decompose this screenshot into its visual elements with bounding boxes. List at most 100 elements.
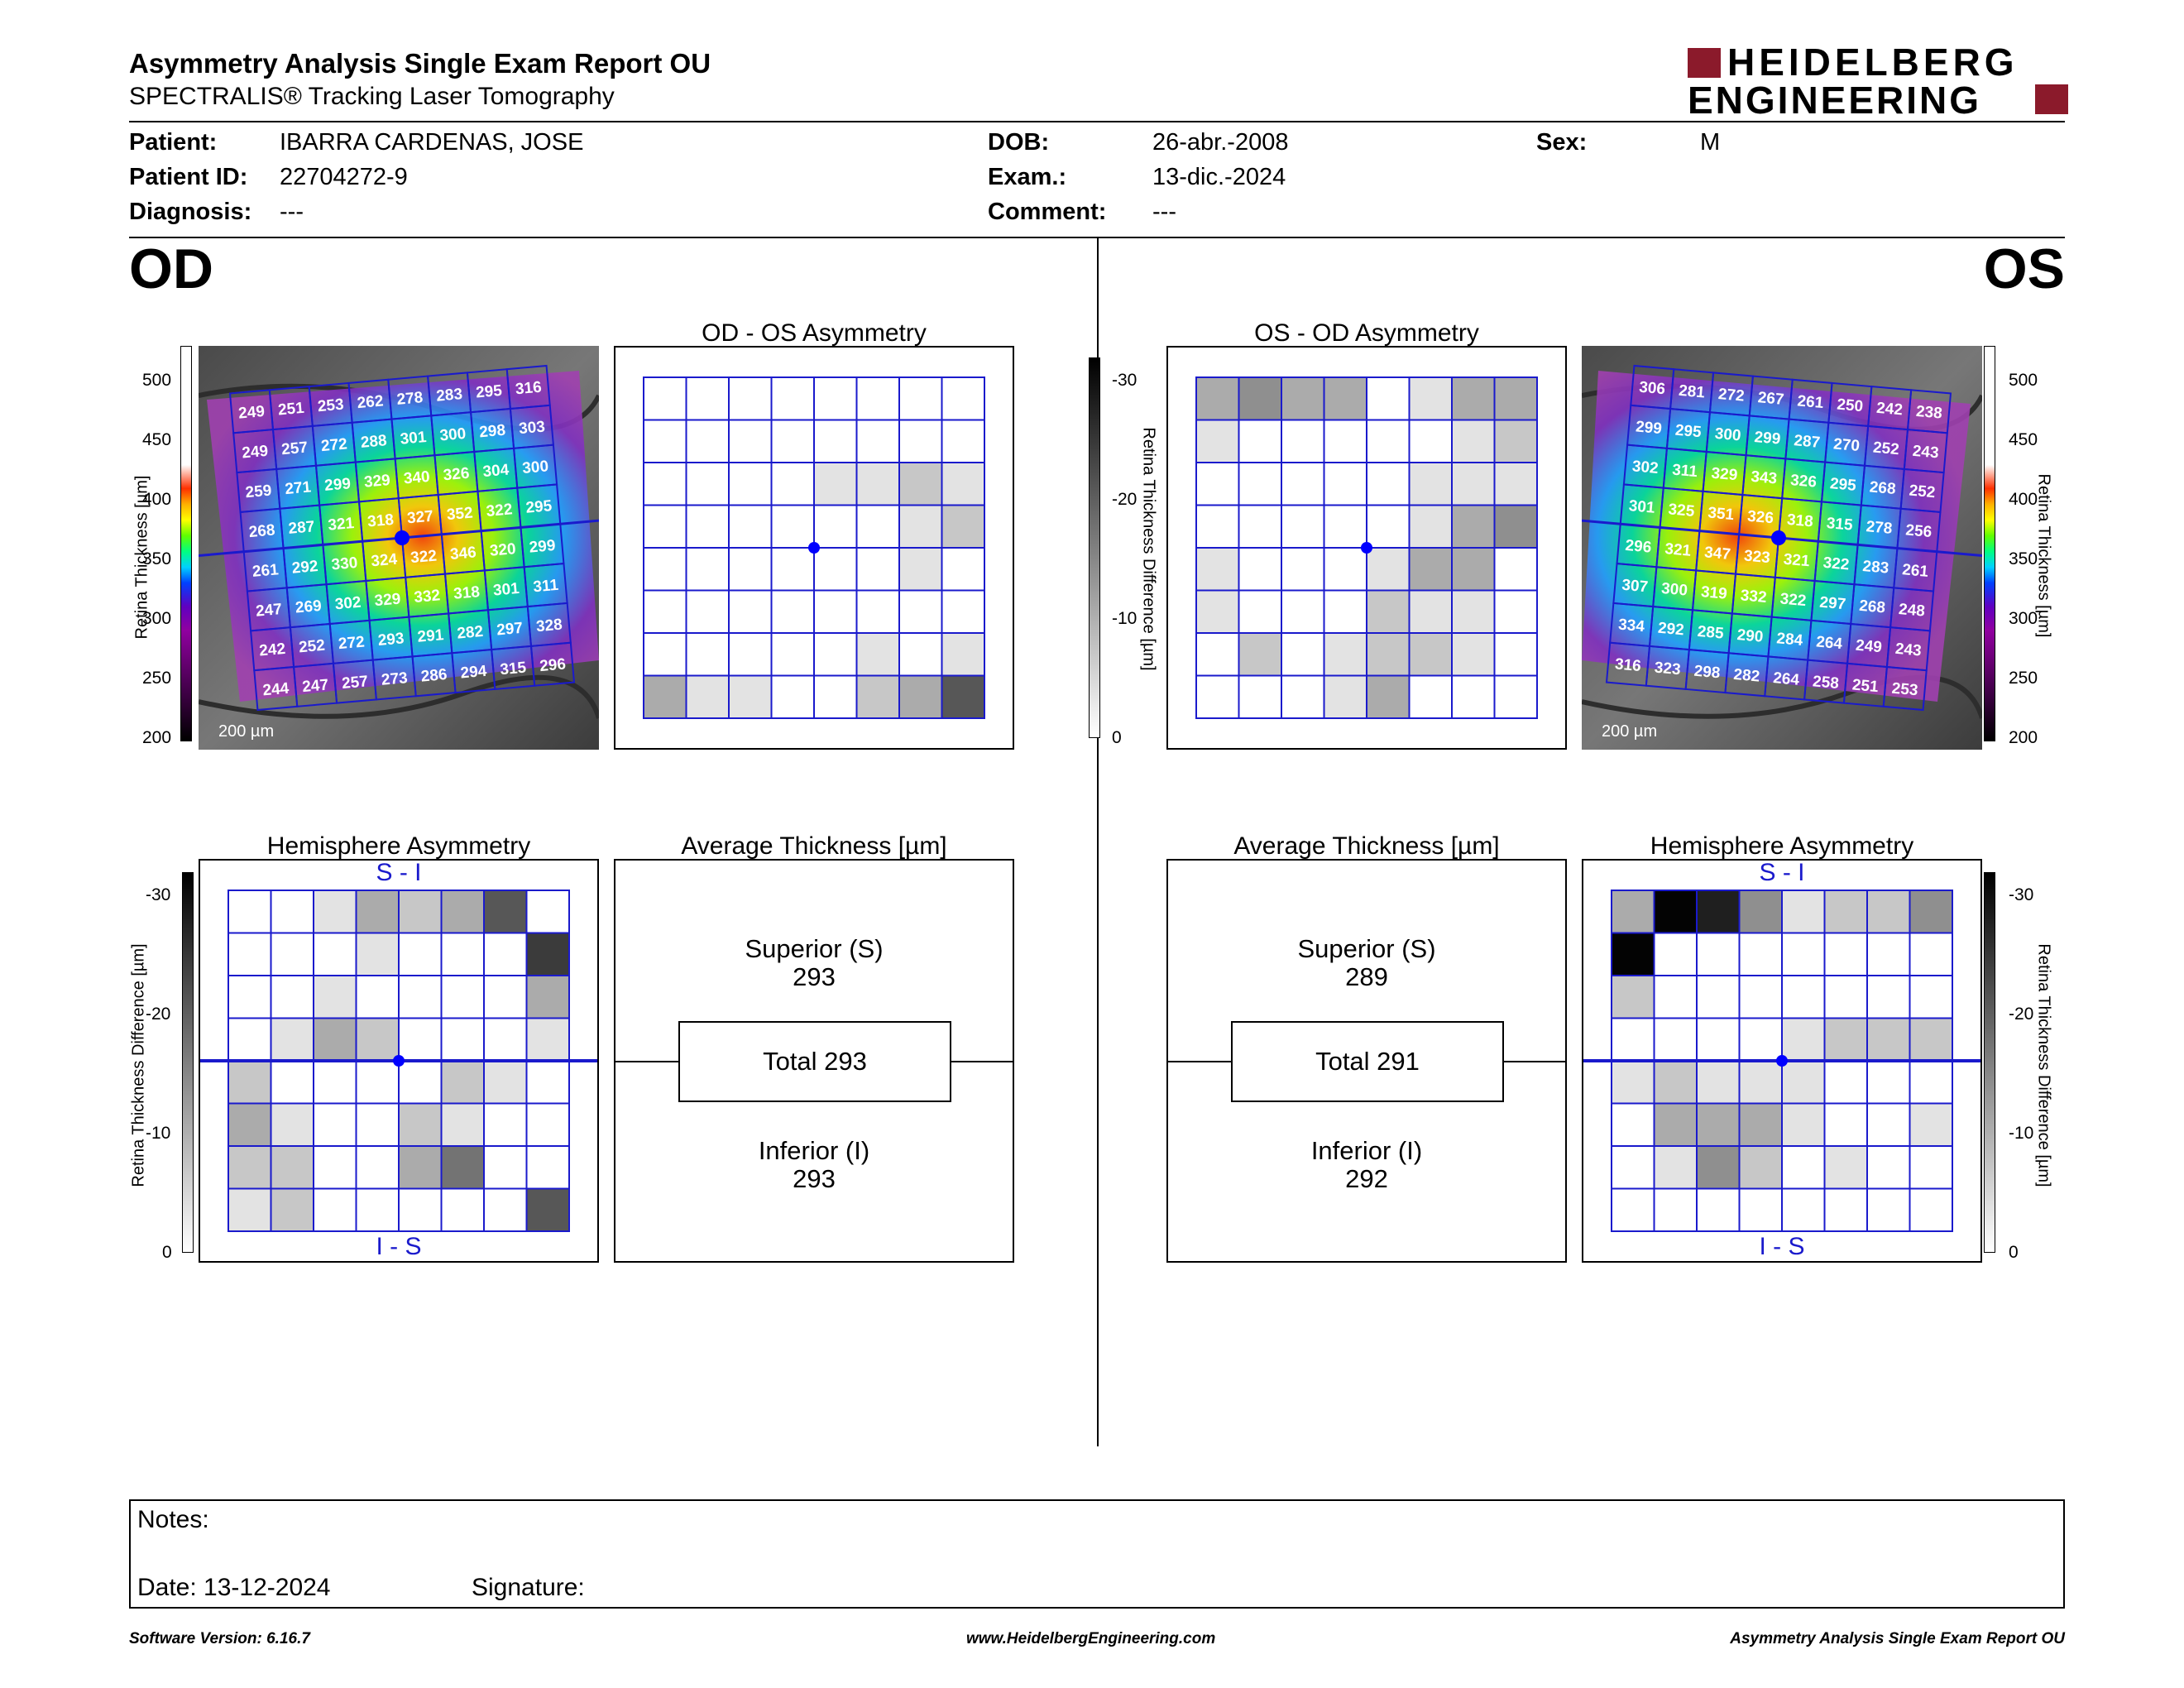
od-thick-value-r2-c0: 259 <box>245 482 272 502</box>
os-hemi-cell-r7-c1 <box>1653 1187 1698 1232</box>
os-thick-value-r5-c1: 300 <box>1660 580 1688 600</box>
od-hemi-axis-label: Retina Thickness Difference [µm] <box>129 943 148 1187</box>
od-asym-cell-r0-c6 <box>898 376 943 421</box>
comment-value: --- <box>1152 199 1176 225</box>
os-hemi-cell-r1-c6 <box>1866 932 1911 976</box>
od-thickness-colorbar <box>180 346 192 741</box>
od-hemi-cell-r4-c6 <box>483 1060 528 1105</box>
od-thick-value-r6-c7: 328 <box>535 616 563 636</box>
os-hemi-cell-r6-c5 <box>1823 1145 1868 1190</box>
od-asym-cell-r5-c1 <box>685 589 730 634</box>
od-hemi-cell-r2-c1 <box>270 975 314 1019</box>
od-asym-cell-r2-c2 <box>728 462 773 506</box>
os-asym-cell-r0-c1 <box>1238 376 1282 421</box>
od-asym-cell-r4-c5 <box>855 547 900 592</box>
od-hemi-cell-r7-c1 <box>270 1187 314 1232</box>
od-asym-cell-r3-c7 <box>941 504 985 549</box>
os-tick-400: 400 <box>2009 490 2038 509</box>
os-thick-value-r7-c3: 282 <box>1733 666 1760 686</box>
os-asym-cell-r0-c5 <box>1408 376 1453 421</box>
date-label: Date: 13-12-2024 <box>137 1574 331 1601</box>
od-thick-value-r5-c4: 332 <box>414 587 441 607</box>
center-divider <box>1097 238 1099 1446</box>
os-asym-cell-r6-c5 <box>1408 632 1453 677</box>
od-hemi-cell-r3-c5 <box>440 1017 485 1062</box>
website-link[interactable]: www.HeidelbergEngineering.com <box>966 1630 1216 1647</box>
os-hemi-cell-r4-c6 <box>1866 1060 1911 1105</box>
od-thick-value-r6-c1: 252 <box>298 637 325 657</box>
os-hemi-cell-r3-c0 <box>1611 1017 1655 1062</box>
os-asym-cell-r4-c0 <box>1195 547 1240 592</box>
od-asym-cell-r5-c6 <box>898 589 943 634</box>
os-asym-grid <box>1195 376 1538 719</box>
od-thick-value-r4-c4: 322 <box>410 547 437 567</box>
od-hemi-cell-r0-c0 <box>228 890 272 934</box>
os-thick-value-r1-c4: 287 <box>1794 432 1821 452</box>
os-asym-cell-r2-c0 <box>1195 462 1240 506</box>
os-asym-cell-r3-c3 <box>1323 504 1367 549</box>
od-asym-title: OD - OS Asymmetry <box>702 319 927 347</box>
os-thick-value-r6-c6: 249 <box>1855 637 1882 657</box>
od-hemi-cell-r3-c3 <box>355 1017 400 1062</box>
os-hemi-axis-label: Retina Thickness Difference [µm] <box>2034 943 2053 1187</box>
od-asym-cell-r1-c6 <box>898 419 943 463</box>
os-hemi-cell-r0-c7 <box>1909 890 1953 934</box>
os-avg-title: Average Thickness [µm] <box>1233 832 1500 860</box>
od-asym-cell-r6-c2 <box>728 632 773 677</box>
diff-colorbar-center <box>1089 357 1100 738</box>
od-hemi-cell-r6-c1 <box>270 1145 314 1190</box>
os-thick-value-r4-c2: 347 <box>1703 544 1731 563</box>
os-thick-value-r2-c1: 311 <box>1671 462 1698 482</box>
od-superior-label: Superior (S) <box>745 934 884 963</box>
od-thick-value-r1-c4: 301 <box>400 429 428 448</box>
os-tick-200: 200 <box>2009 728 2038 747</box>
os-thick-value-r0-c3: 267 <box>1757 389 1784 409</box>
od-hemi-tick-20: -20 <box>146 1005 171 1024</box>
od-total-box: Total 293 <box>678 1021 951 1102</box>
os-hemi-cell-r6-c6 <box>1866 1145 1911 1190</box>
od-asym-cell-r2-c1 <box>685 462 730 506</box>
od-asym-cell-r3-c1 <box>685 504 730 549</box>
os-asym-cell-r0-c2 <box>1281 376 1325 421</box>
os-asym-cell-r7-c4 <box>1366 674 1410 719</box>
os-hemi-tick-0: 0 <box>2009 1243 2019 1262</box>
od-thick-value-r0-c6: 295 <box>475 382 503 402</box>
os-hemi-cell-r0-c1 <box>1653 890 1698 934</box>
os-fundus-image: 306 281 272 267 261 250 242 238 299 295 300 299 287 2… <box>1582 346 1982 750</box>
od-thick-value-r3-c1: 287 <box>288 518 315 538</box>
os-thick-value-r7-c4: 264 <box>1772 669 1800 689</box>
os-asym-cell-r5-c3 <box>1323 589 1367 634</box>
os-asym-cell-r6-c0 <box>1195 632 1240 677</box>
os-asym-fovea-marker <box>1361 542 1372 554</box>
os-hemi-cell-r2-c3 <box>1738 975 1783 1019</box>
os-thick-cell-r7-c7 <box>1882 665 1928 712</box>
od-asym-cell-r5-c7 <box>941 589 985 634</box>
os-hemi-cell-r7-c4 <box>1781 1187 1826 1232</box>
os-thick-value-r6-c2: 285 <box>1697 623 1725 643</box>
od-hemi-cell-r5-c2 <box>313 1102 357 1147</box>
od-asym-cell-r2-c5 <box>855 462 900 506</box>
od-thick-value-r6-c3: 293 <box>377 630 405 650</box>
od-asym-cell-r1-c5 <box>855 419 900 463</box>
od-thick-value-r1-c3: 288 <box>360 432 387 452</box>
od-hemi-cell-r0-c5 <box>440 890 485 934</box>
od-tick-300: 300 <box>142 609 172 628</box>
od-asym-cell-r7-c0 <box>643 674 687 719</box>
od-thick-value-r1-c6: 298 <box>479 422 506 442</box>
os-hemi-cell-r4-c7 <box>1909 1060 1953 1105</box>
od-hemi-cell-r4-c1 <box>270 1060 314 1105</box>
od-thick-value-r3-c6: 322 <box>486 501 513 520</box>
od-asym-cell-r6-c7 <box>941 632 985 677</box>
od-superior-value: 293 <box>793 962 836 991</box>
od-hemi-cell-r0-c4 <box>398 890 443 934</box>
diff-tick-20: -20 <box>1112 490 1138 509</box>
os-hemi-cell-r7-c7 <box>1909 1187 1953 1232</box>
od-thick-value-r7-c7: 296 <box>539 655 566 675</box>
od-thick-value-r3-c0: 268 <box>248 521 275 541</box>
os-hemi-cell-r1-c0 <box>1611 932 1655 976</box>
os-hemi-cell-r3-c4 <box>1781 1017 1826 1062</box>
os-asym-cell-r3-c6 <box>1451 504 1496 549</box>
os-thick-value-r7-c6: 251 <box>1851 676 1880 696</box>
od-thick-value-r2-c7: 300 <box>522 458 549 477</box>
od-thick-value-r7-c5: 294 <box>460 663 488 683</box>
